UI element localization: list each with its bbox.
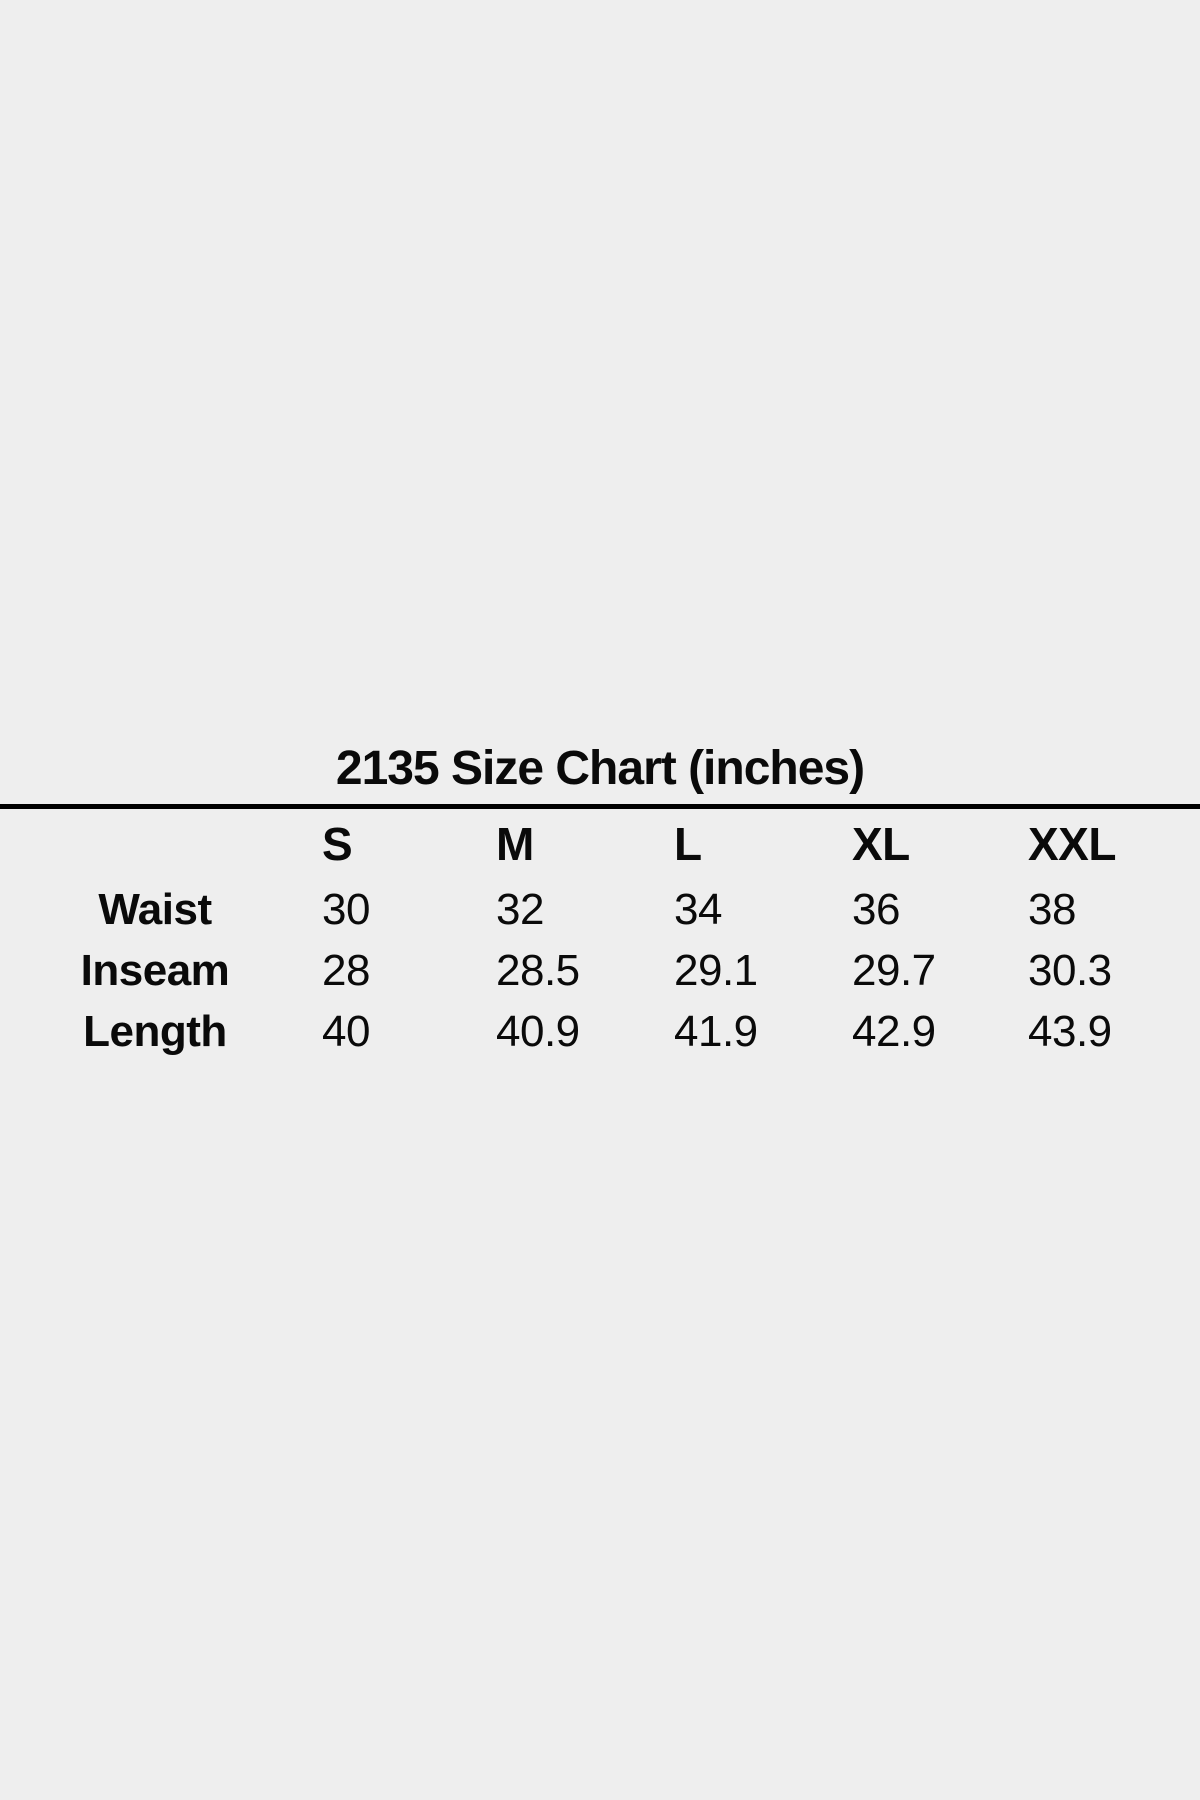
cell-inseam-l: 29.1: [674, 945, 758, 995]
row-label-length: Length: [83, 1006, 227, 1056]
cell-length-xl: 42.9: [852, 1006, 936, 1056]
table-header-row: S M L XL XXL: [0, 809, 1200, 879]
column-header-l: L: [674, 818, 702, 870]
size-chart-sheet: 2135 Size Chart (inches) S M L XL XXL Wa…: [0, 742, 1200, 1062]
cell-length-m: 40.9: [496, 1006, 580, 1056]
row-label-inseam: Inseam: [80, 945, 230, 995]
cell-inseam-s: 28: [322, 945, 370, 995]
cell-waist-m: 32: [496, 884, 544, 934]
column-header-s: S: [322, 818, 353, 870]
cell-waist-l: 34: [674, 884, 722, 934]
cell-length-l: 41.9: [674, 1006, 758, 1056]
cell-inseam-m: 28.5: [496, 945, 580, 995]
cell-waist-xxl: 38: [1028, 884, 1076, 934]
table-row-inseam: Inseam 28 28.5 29.1 29.7 30.3: [0, 940, 1200, 1001]
table-row-waist: Waist 30 32 34 36 38: [0, 879, 1200, 940]
cell-waist-s: 30: [322, 884, 370, 934]
column-header-m: M: [496, 818, 534, 870]
column-header-xl: XL: [852, 818, 910, 870]
cell-inseam-xxl: 30.3: [1028, 945, 1112, 995]
table-row-length: Length 40 40.9 41.9 42.9 43.9: [0, 1001, 1200, 1062]
cell-waist-xl: 36: [852, 884, 900, 934]
cell-length-s: 40: [322, 1006, 370, 1056]
cell-length-xxl: 43.9: [1028, 1006, 1112, 1056]
size-chart-title: 2135 Size Chart (inches): [335, 742, 865, 795]
row-label-waist: Waist: [98, 884, 212, 934]
cell-inseam-xl: 29.7: [852, 945, 936, 995]
column-header-xxl: XXL: [1028, 818, 1116, 870]
size-chart-table: S M L XL XXL Waist 30 32 34 36 38 Inseam…: [0, 809, 1200, 1062]
title-divider-line: [0, 804, 1200, 809]
